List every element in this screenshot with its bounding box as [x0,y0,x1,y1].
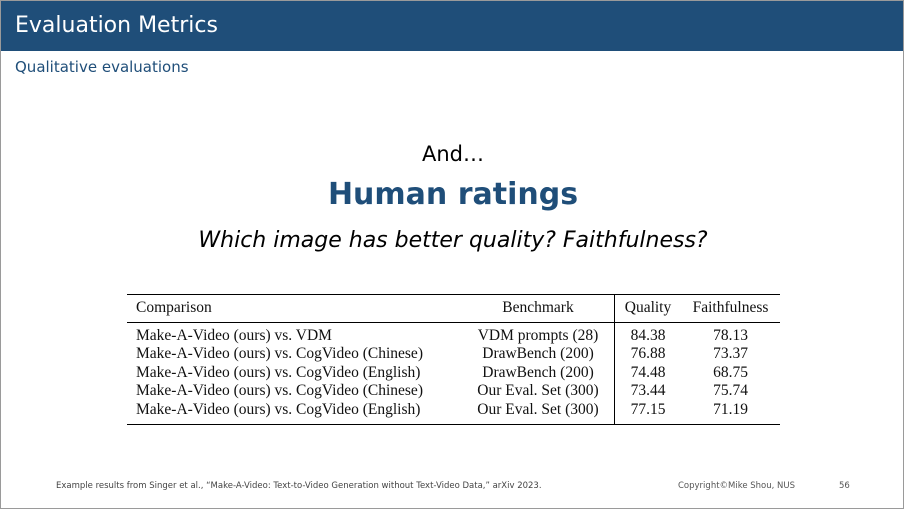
question-text: Which image has better quality? Faithful… [198,228,708,253]
cell-comparison: Make-A-Video (ours) vs. CogVideo (Chines… [136,382,423,399]
table-row: Make-A-Video (ours) vs. CogVideo (Chines… [127,382,780,401]
cell-benchmark: DrawBench (200) [462,363,615,382]
header-comparison: Comparison [136,299,212,316]
header-quality: Quality [624,299,672,316]
citation-footnote: Example results from Singer et al., “Mak… [56,481,542,491]
table-row: Make-A-Video (ours) vs. CogVideo (Englis… [127,400,780,425]
header-benchmark: Benchmark [462,294,615,322]
cell-benchmark: DrawBench (200) [462,345,615,364]
headline: Human ratings [327,177,579,212]
slide-title: Evaluation Metrics [15,13,218,38]
cell-quality: 76.88 [630,345,666,362]
cell-faithfulness: 73.37 [713,345,748,362]
cell-comparison: Make-A-Video (ours) vs. CogVideo (Chines… [136,345,423,362]
cell-comparison: Make-A-Video (ours) vs. VDM [136,326,332,344]
cell-faithfulness: 71.19 [681,400,780,425]
cell-faithfulness: 75.74 [713,382,748,399]
cell-faithfulness: 68.75 [713,363,748,381]
table-row: Make-A-Video (ours) vs. VDM VDM prompts … [127,322,780,345]
table-header-row: Comparison Benchmark Quality Faithfulnes… [127,294,780,322]
cell-comparison: Make-A-Video (ours) vs. CogVideo (Englis… [127,400,462,425]
cell-benchmark: Our Eval. Set (300) [462,382,615,401]
cell-quality: 74.48 [630,363,666,381]
table-row: Make-A-Video (ours) vs. CogVideo (Chines… [127,345,780,364]
header-faithfulness: Faithfulness [692,299,769,316]
slide-subtitle: Qualitative evaluations [15,58,189,76]
cell-benchmark: Our Eval. Set (300) [462,400,615,425]
page-number: 56 [839,481,850,491]
cell-quality: 73.44 [630,382,666,399]
results-table: Comparison Benchmark Quality Faithfulnes… [127,294,780,425]
title-bar: Evaluation Metrics [1,1,903,51]
cell-quality: 84.38 [630,326,666,344]
cell-quality: 77.15 [614,400,682,425]
cell-benchmark: VDM prompts (28) [462,322,615,345]
copyright-text: Copyright©Mike Shou, NUS [678,481,796,491]
cell-faithfulness: 78.13 [713,326,748,344]
cell-comparison: Make-A-Video (ours) vs. CogVideo (Englis… [136,363,421,381]
table-row: Make-A-Video (ours) vs. CogVideo (Englis… [127,363,780,382]
intro-text: And… [421,142,484,166]
